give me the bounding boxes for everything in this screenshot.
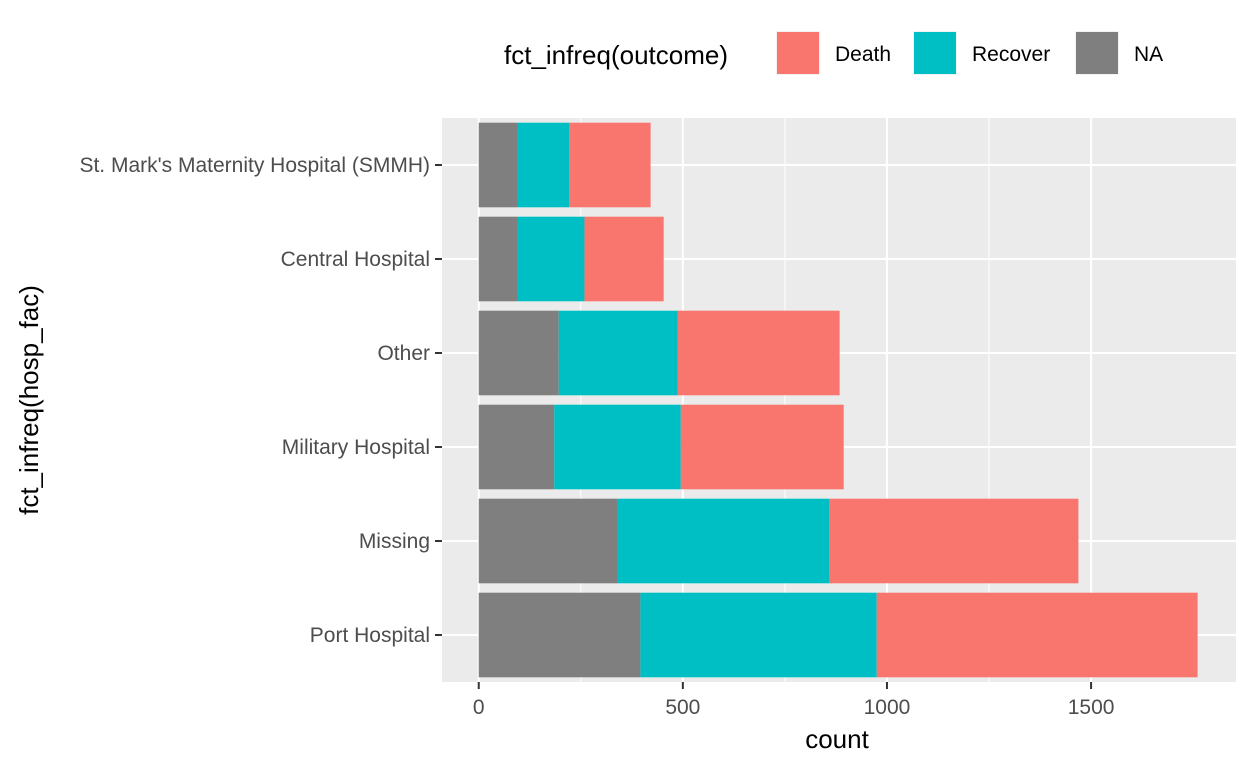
y-tick-label: Other xyxy=(377,342,430,365)
bar-death-5 xyxy=(876,592,1198,678)
plot-panel xyxy=(442,118,1236,682)
bar-na-1 xyxy=(478,216,518,302)
bar-death-4 xyxy=(828,498,1079,584)
bar-na-4 xyxy=(478,498,618,584)
bar-recover-3 xyxy=(554,404,681,490)
y-tick-label: Port Hospital xyxy=(310,624,430,647)
bar-recover-5 xyxy=(640,592,877,678)
bar-na-3 xyxy=(478,404,555,490)
y-tick-label: Central Hospital xyxy=(281,248,430,271)
y-tick-label: Military Hospital xyxy=(282,436,430,459)
y-axis: St. Mark's Maternity Hospital (SMMH) Cent… xyxy=(79,154,442,647)
bar-death-1 xyxy=(584,216,664,302)
legend-key-death xyxy=(777,32,819,74)
bar-death-3 xyxy=(680,404,844,490)
y-tick-label: St. Mark's Maternity Hospital (SMMH) xyxy=(79,154,430,177)
x-tick-label: 500 xyxy=(665,696,700,719)
bar-na-0 xyxy=(478,122,518,208)
bar-recover-1 xyxy=(517,216,585,302)
bar-na-5 xyxy=(478,592,641,678)
y-axis-title: fct_infreq(hosp_fac) xyxy=(14,285,44,515)
minor-gridlines xyxy=(580,118,990,682)
bar-death-2 xyxy=(677,310,840,396)
x-axis-title: count xyxy=(805,724,869,754)
x-axis: 0 500 1000 1500 xyxy=(473,682,1115,719)
legend: fct_infreq(outcome) Death Recover NA xyxy=(504,31,1163,75)
legend-label-recover: Recover xyxy=(972,43,1050,66)
bar-recover-4 xyxy=(617,498,829,584)
x-tick-label: 1500 xyxy=(1068,696,1115,719)
bars xyxy=(478,122,1198,678)
bar-death-0 xyxy=(569,122,651,208)
bar-recover-2 xyxy=(558,310,678,396)
legend-key-na xyxy=(1076,32,1118,74)
legend-label-death: Death xyxy=(835,43,891,66)
legend-title: fct_infreq(outcome) xyxy=(504,40,728,70)
bar-recover-0 xyxy=(517,122,570,208)
x-tick-label: 0 xyxy=(473,696,485,719)
legend-label-na: NA xyxy=(1134,43,1163,66)
x-tick-label: 1000 xyxy=(864,696,911,719)
bar-na-2 xyxy=(478,310,559,396)
y-tick-label: Missing xyxy=(359,530,430,553)
legend-key-recover xyxy=(914,32,956,74)
